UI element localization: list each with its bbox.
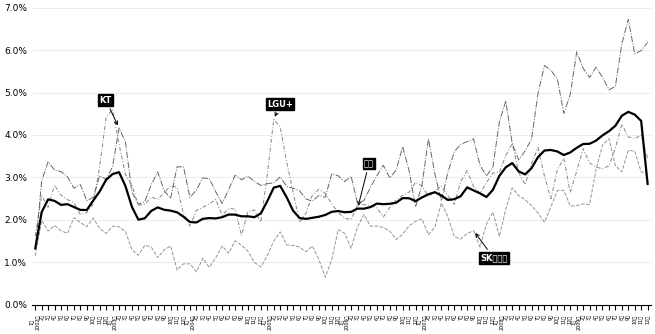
Text: KT: KT bbox=[100, 96, 117, 125]
Text: LGU+: LGU+ bbox=[267, 100, 293, 116]
Text: 평균: 평균 bbox=[358, 159, 374, 205]
Text: SK텔레콤: SK텔레콤 bbox=[476, 234, 508, 263]
